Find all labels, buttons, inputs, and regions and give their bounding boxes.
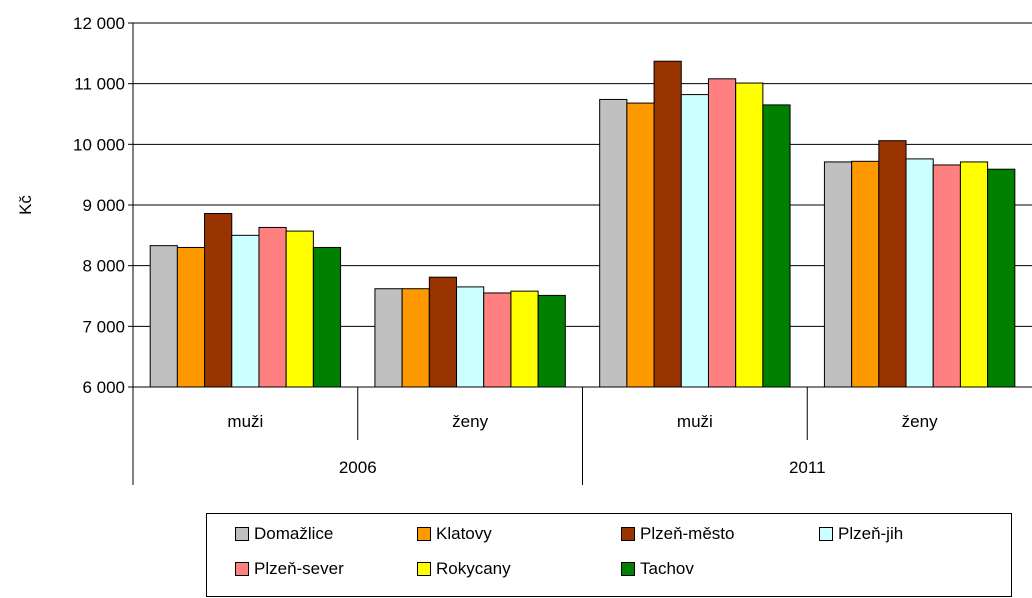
legend-label: Plzeň-jih — [838, 524, 904, 543]
category-label: muži — [227, 412, 263, 431]
legend-label: Tachov — [640, 559, 694, 578]
legend-swatch — [235, 562, 249, 576]
bar — [987, 168, 1016, 388]
bars — [149, 60, 1016, 388]
legend-item: Rokycany — [417, 559, 511, 579]
legend-swatch — [417, 527, 431, 541]
bar — [483, 292, 512, 388]
bar — [312, 246, 342, 388]
bar — [932, 164, 961, 388]
legend-swatch — [621, 527, 635, 541]
bar — [959, 161, 989, 388]
y-tick-label: 8 000 — [82, 257, 125, 276]
legend-swatch — [621, 562, 635, 576]
legend-swatch — [417, 562, 431, 576]
legend-item: Plzeň-sever — [235, 559, 344, 579]
year-label: 2006 — [339, 458, 377, 477]
bar — [905, 158, 934, 388]
legend: Domažlice Klatovy Plzeň-město Plzeň-jih Plze… — [206, 513, 1012, 597]
axes — [128, 22, 1032, 485]
bar — [735, 82, 764, 388]
category-label: ženy — [452, 412, 488, 431]
bar — [204, 212, 233, 388]
bar — [510, 290, 539, 388]
bar — [653, 60, 682, 388]
legend-item: Tachov — [621, 559, 694, 579]
legend-swatch — [819, 527, 833, 541]
bar — [176, 246, 206, 388]
legend-label: Domažlice — [254, 524, 334, 543]
y-tick-label: 7 000 — [82, 317, 125, 336]
bar — [149, 245, 178, 388]
y-axis-label: Kč — [16, 195, 35, 215]
legend-label: Plzeň-sever — [254, 559, 344, 578]
y-tick-label: 12 000 — [73, 14, 125, 33]
bar — [374, 288, 403, 388]
bar — [285, 230, 314, 388]
bar — [851, 160, 880, 388]
bar — [258, 226, 287, 388]
bar — [599, 98, 628, 388]
y-tick-label: 11 000 — [74, 75, 125, 94]
legend-label: Rokycany — [436, 559, 511, 578]
legend-label: Plzeň-město — [640, 524, 735, 543]
legend-item: Plzeň-jih — [819, 524, 903, 544]
bar — [823, 161, 853, 388]
bar — [707, 78, 737, 388]
bar — [231, 234, 260, 388]
bar — [428, 276, 458, 388]
y-tick-label: 10 000 — [73, 135, 125, 154]
bar — [680, 94, 709, 388]
y-tick-label: 9 000 — [82, 196, 125, 215]
category-label: muži — [677, 412, 713, 431]
axis-labels: 6 000 7 000 8 000 9 000 10 000 11 000 12 000 mu… — [73, 14, 938, 477]
legend-item: Klatovy — [417, 524, 492, 544]
legend-label: Klatovy — [436, 524, 492, 543]
legend-item: Plzeň-město — [621, 524, 734, 544]
bar — [762, 104, 791, 388]
y-tick-label: 6 000 — [82, 378, 125, 397]
category-label: ženy — [902, 412, 938, 431]
bar — [878, 140, 907, 388]
bar — [626, 102, 655, 388]
bar — [537, 294, 566, 388]
legend-swatch — [235, 527, 249, 541]
bar — [456, 286, 485, 388]
year-label: 2011 — [789, 458, 826, 477]
legend-item: Domažlice — [235, 524, 333, 544]
bar — [401, 288, 430, 388]
